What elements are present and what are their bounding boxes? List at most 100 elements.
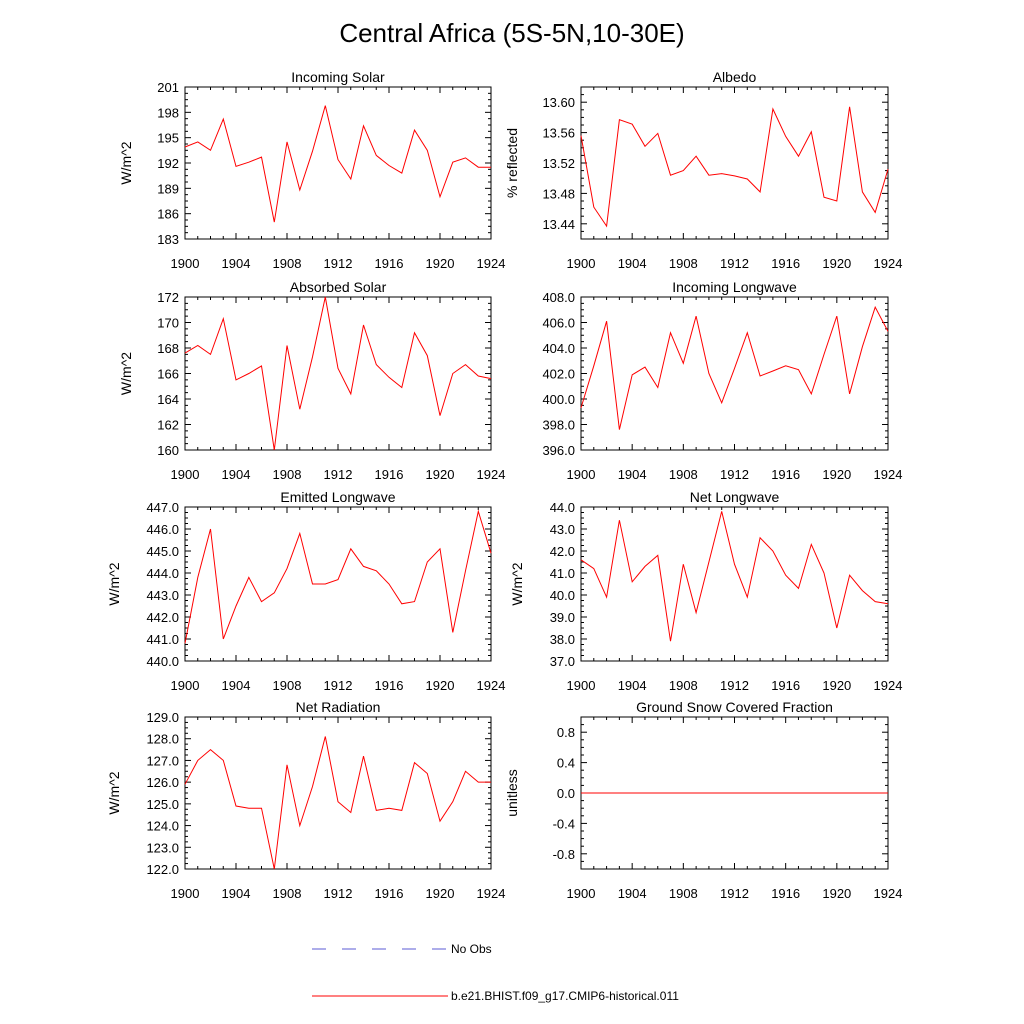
x-tick-label: 1904 <box>618 886 647 901</box>
chart-incoming-longwave: 1900 1904 1908 1912 1916 1920 1924 396.0 398.0 40… <box>542 279 902 482</box>
y-tick-label: 37.0 <box>550 654 575 669</box>
x-tick-label: 1916 <box>375 886 404 901</box>
y-tick-label: 441.0 <box>146 632 179 647</box>
x-tick-label: 1912 <box>720 467 749 482</box>
y-axis-label: W/m^2 <box>106 771 122 814</box>
y-tick-label: 396.0 <box>542 443 575 458</box>
x-tick-label: 1920 <box>426 886 455 901</box>
plot-frame <box>184 716 492 870</box>
legend: No Obs b.e21.BHIST.f09_g17.CMIP6-histori… <box>312 942 679 1003</box>
y-tick-label: 442.0 <box>146 610 179 625</box>
x-tick-label: 1924 <box>477 467 506 482</box>
x-tick-label: 1900 <box>171 886 200 901</box>
y-tick-label: 0.0 <box>557 786 575 801</box>
y-tick-label: 13.56 <box>542 126 575 141</box>
y-axis-label: W/m^2 <box>118 352 134 395</box>
plot-frame <box>184 296 492 451</box>
x-tick-label: 1916 <box>375 678 404 693</box>
plot-frame <box>580 296 889 451</box>
x-tick-label: 1920 <box>426 467 455 482</box>
series-line <box>184 296 492 451</box>
y-tick-label: 195 <box>157 131 179 146</box>
y-tick-label: 122.0 <box>146 862 179 877</box>
series-line <box>184 509 492 644</box>
x-tick-label: 1916 <box>375 467 404 482</box>
x-tick-label: 1900 <box>567 678 596 693</box>
x-tick-label: 1920 <box>426 678 455 693</box>
y-tick-label: 0.4 <box>557 756 575 771</box>
x-tick-label: 1912 <box>720 886 749 901</box>
series-line <box>580 106 889 228</box>
y-tick-label: 13.44 <box>542 217 575 232</box>
x-tick-label: 1924 <box>874 467 903 482</box>
y-tick-label: 38.0 <box>550 632 575 647</box>
y-tick-label: 445.0 <box>146 544 179 559</box>
y-tick-label: 170 <box>157 316 179 331</box>
y-tick-label: 406.0 <box>542 316 575 331</box>
x-tick-label: 1908 <box>669 886 698 901</box>
y-tick-label: 128.0 <box>146 732 179 747</box>
series-line <box>580 305 889 430</box>
x-tick-label: 1904 <box>618 256 647 271</box>
chart-net-longwave: 1900 1904 1908 1912 1916 1920 1924 37.0 38.0 39.0… <box>509 489 902 693</box>
y-axis-label: unitless <box>504 769 520 816</box>
y-tick-label: 124.0 <box>146 819 179 834</box>
x-tick-label: 1924 <box>477 256 506 271</box>
y-tick-label: 201 <box>157 80 179 95</box>
y-tick-label: 39.0 <box>550 610 575 625</box>
panel-title: Incoming Longwave <box>672 279 797 295</box>
figure-title: Central Africa (5S-5N,10-30E) <box>339 18 684 48</box>
panel-title: Emitted Longwave <box>280 489 395 505</box>
x-tick-label: 1920 <box>822 678 851 693</box>
y-tick-label: 192 <box>157 156 179 171</box>
x-tick-label: 1924 <box>477 678 506 693</box>
y-tick-label: 168 <box>157 341 179 356</box>
y-tick-label: 127.0 <box>146 753 179 768</box>
y-tick-label: 13.60 <box>542 95 575 110</box>
series-line <box>184 105 491 223</box>
y-tick-label: 13.48 <box>542 186 575 201</box>
panel-title: Albedo <box>713 69 757 85</box>
x-tick-label: 1924 <box>874 256 903 271</box>
y-tick-label: 43.0 <box>550 522 575 537</box>
y-tick-label: 162 <box>157 418 179 433</box>
y-axis-label: W/m^2 <box>509 562 525 605</box>
panel-title: Net Longwave <box>690 489 780 505</box>
x-tick-label: 1920 <box>822 467 851 482</box>
x-tick-label: 1920 <box>822 886 851 901</box>
panel-title: Absorbed Solar <box>290 279 387 295</box>
y-tick-label: -0.4 <box>553 816 575 831</box>
plot-frame <box>580 506 889 662</box>
y-axis-label: % reflected <box>504 128 520 198</box>
x-tick-label: 1908 <box>273 886 302 901</box>
y-axis-label: W/m^2 <box>118 141 134 184</box>
x-tick-label: 1900 <box>171 467 200 482</box>
x-tick-label: 1912 <box>720 256 749 271</box>
y-tick-label: 40.0 <box>550 588 575 603</box>
y-tick-label: 44.0 <box>550 500 575 515</box>
series-line <box>580 511 889 642</box>
x-tick-label: 1900 <box>567 256 596 271</box>
y-tick-label: 125.0 <box>146 797 179 812</box>
x-tick-label: 1912 <box>324 467 353 482</box>
x-tick-label: 1904 <box>222 467 251 482</box>
chart-ground-snow-covered-fraction: 1900 1904 1908 1912 1916 1920 1924 -0.8 -0.4 0.0 0… <box>504 699 902 901</box>
chart-panels: 1900 1904 1908 1912 1916 1920 1924 183 186 189 192… <box>106 69 902 901</box>
x-tick-label: 1908 <box>273 256 302 271</box>
x-tick-label: 1920 <box>426 256 455 271</box>
y-tick-label: 0.8 <box>557 725 575 740</box>
y-tick-label: 402.0 <box>542 367 575 382</box>
x-tick-label: 1912 <box>324 886 353 901</box>
y-tick-label: 126.0 <box>146 775 179 790</box>
y-tick-label: 123.0 <box>146 840 179 855</box>
panel-title: Incoming Solar <box>291 69 385 85</box>
x-tick-label: 1912 <box>720 678 749 693</box>
plot-frame <box>184 86 492 240</box>
x-tick-label: 1912 <box>324 256 353 271</box>
chart-net-radiation: 1900 1904 1908 1912 1916 1920 1924 122.0 123.0 12… <box>106 699 505 901</box>
y-tick-label: 42.0 <box>550 544 575 559</box>
y-tick-label: 447.0 <box>146 500 179 515</box>
x-tick-label: 1900 <box>567 886 596 901</box>
chart-absorbed-solar: 1900 1904 1908 1912 1916 1920 1924 160 162 164 166… <box>118 279 505 482</box>
